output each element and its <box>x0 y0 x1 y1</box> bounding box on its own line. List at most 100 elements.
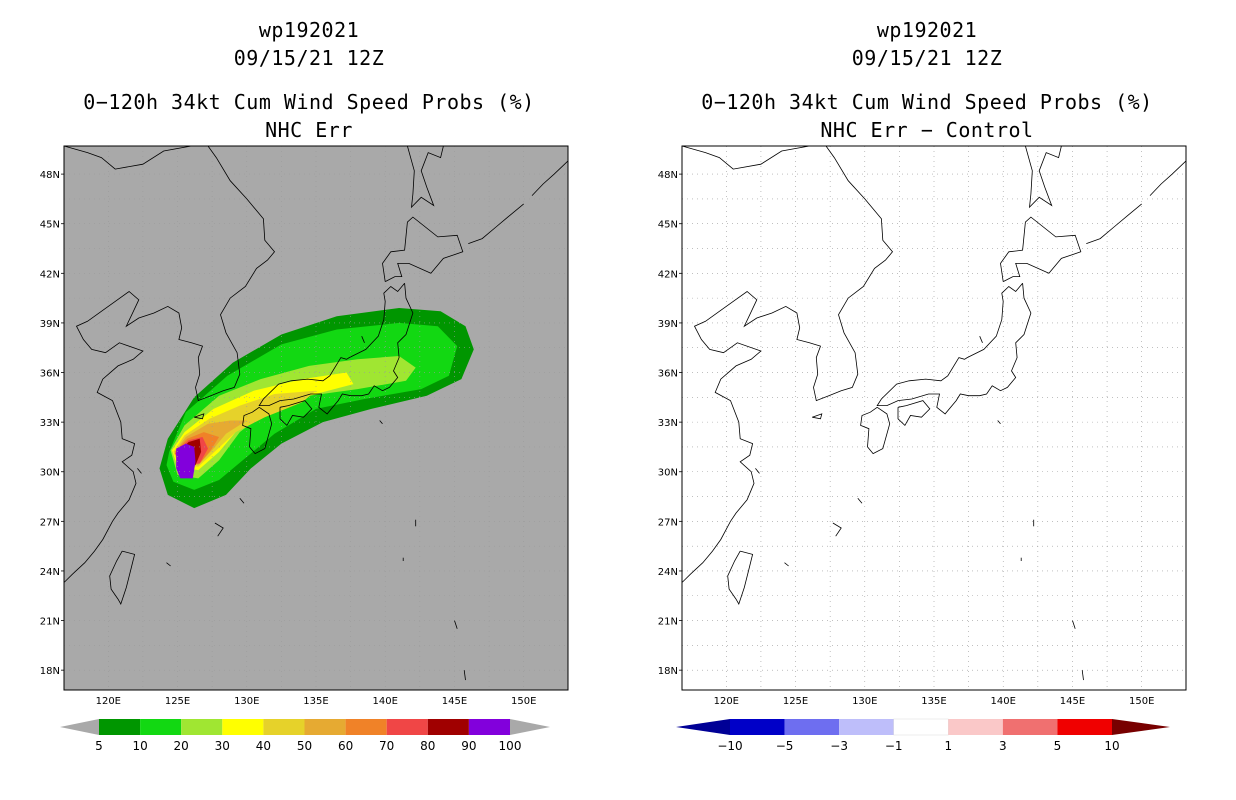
coastline-shikoku <box>279 400 313 427</box>
right-subtitle: NHC Err − Control <box>820 118 1034 142</box>
colorbar-label: 90 <box>461 739 476 753</box>
right-lon-labels: 120E 125E 130E 135E 140E 145E 150E <box>714 696 1155 707</box>
coastline-ryukyu-1 <box>239 497 245 504</box>
left-storm-id: wp192021 <box>258 18 360 42</box>
colorbar-swatch <box>1002 719 1058 735</box>
lat-label: 18N <box>658 666 678 677</box>
lon-label: 145E <box>442 696 467 707</box>
colorbar-swatch <box>427 719 469 735</box>
coastline-hainan-sakhalin <box>1025 146 1062 209</box>
lat-label: 30N <box>40 468 60 479</box>
lon-label: 135E <box>303 696 328 707</box>
coastline-izu <box>997 420 1001 425</box>
coastline-kuril <box>1086 203 1142 244</box>
coastline-chusan <box>137 468 142 474</box>
lat-label: 21N <box>658 617 678 628</box>
colorbar-label: −1 <box>885 739 903 753</box>
colorbar-swatch <box>304 719 346 735</box>
lat-label: 36N <box>658 369 678 380</box>
lat-label: 21N <box>40 617 60 628</box>
coastline-ryukyu-2 <box>832 522 842 537</box>
left-lon-labels: 120E 125E 130E 135E 140E 145E 150E <box>96 696 537 707</box>
lon-label: 145E <box>1060 696 1085 707</box>
colorbar-swatch <box>263 719 305 735</box>
colorbar-swatch <box>839 719 894 735</box>
colorbar-swatch <box>140 719 182 735</box>
lon-label: 150E <box>1129 696 1154 707</box>
lat-label: 18N <box>40 666 60 677</box>
coastline-hokkaido <box>1000 216 1082 282</box>
coastline-ryukyu-3 <box>784 562 789 567</box>
coastline-izu <box>379 420 383 425</box>
colorbar-label: 80 <box>420 739 435 753</box>
coastline-chusan <box>755 468 760 474</box>
prob-contour-20 <box>170 356 416 479</box>
lon-label: 120E <box>714 696 739 707</box>
colorbar-label: 5 <box>1054 739 1062 753</box>
lon-label: 150E <box>511 696 536 707</box>
lat-label: 33N <box>40 418 60 429</box>
right-colorbar-labels: −10 −5 −3 −1 1 3 5 10 <box>717 739 1119 753</box>
coastline-kuril-2 <box>531 160 568 196</box>
right-coastlines <box>682 146 1186 681</box>
coastline-asia-mainland <box>64 146 276 583</box>
coastline-minor-2 <box>463 670 466 681</box>
lon-label: 130E <box>234 696 259 707</box>
lon-label: 135E <box>921 696 946 707</box>
left-colorbar <box>60 719 550 735</box>
lat-label: 45N <box>658 220 678 231</box>
lat-label: 36N <box>40 369 60 380</box>
colorbar-end-low <box>676 719 730 735</box>
right-lat-labels: 48N 45N 42N 39N 36N 33N 30N 27N 24N 21N 18N <box>658 170 682 677</box>
lon-label: 120E <box>96 696 121 707</box>
colorbar-label: −10 <box>717 739 742 753</box>
colorbar-label: 1 <box>944 739 952 753</box>
coastline-hainan-sakhalin <box>407 146 444 209</box>
colorbar-swatch <box>222 719 264 735</box>
left-product-title: 0−120h 34kt Cum Wind Speed Probs (%) <box>83 90 535 114</box>
colorbar-swatch <box>1057 719 1112 735</box>
coastline-minor-1 <box>1072 620 1076 629</box>
colorbar-label: 50 <box>297 739 312 753</box>
coastline-sado <box>361 336 365 343</box>
right-map-svg: 120E 125E 130E 135E 140E 145E 150E 48N 45N 42N 39… <box>658 145 1187 753</box>
lon-label: 125E <box>165 696 190 707</box>
colorbar-label: 5 <box>95 739 103 753</box>
coastline-kyushu <box>860 406 891 455</box>
lat-label: 30N <box>658 468 678 479</box>
colorbar-swatch <box>784 719 840 735</box>
right-gridlines <box>682 146 1186 690</box>
lat-label: 24N <box>40 567 60 578</box>
lat-label: 42N <box>658 269 678 280</box>
colorbar-label: 60 <box>338 739 353 753</box>
colorbar-swatch <box>345 719 387 735</box>
right-product-title: 0−120h 34kt Cum Wind Speed Probs (%) <box>701 90 1153 114</box>
colorbar-label: 100 <box>499 739 522 753</box>
colorbar-end-low <box>60 719 99 735</box>
coastline-asia-mainland <box>682 146 894 583</box>
coastline-taiwan <box>109 550 136 605</box>
coastline-honshu <box>258 282 414 415</box>
left-panel: wp192021 09/15/21 12Z 0−120h 34kt Cum Wi… <box>40 18 569 753</box>
lat-label: 33N <box>658 418 678 429</box>
lat-label: 27N <box>658 517 678 528</box>
colorbar-end-high <box>1112 719 1170 735</box>
colorbar-swatch <box>386 719 428 735</box>
coastline-ryukyu-2 <box>214 522 224 537</box>
left-subtitle: NHC Err <box>265 118 353 142</box>
right-storm-id: wp192021 <box>876 18 978 42</box>
probability-field <box>159 308 474 509</box>
colorbar-label: 30 <box>215 739 230 753</box>
lat-label: 48N <box>658 170 678 181</box>
coastline-jeju <box>812 413 823 420</box>
lat-label: 42N <box>40 269 60 280</box>
colorbar-label: −5 <box>776 739 794 753</box>
coastline-ryukyu-3 <box>166 562 171 567</box>
coastline-ryukyu-1 <box>857 497 863 504</box>
lat-label: 48N <box>40 170 60 181</box>
colorbar-label: 20 <box>174 739 189 753</box>
colorbar-label: 10 <box>132 739 147 753</box>
colorbar-swatch <box>893 718 949 736</box>
lat-label: 39N <box>40 319 60 330</box>
colorbar-end-high <box>510 719 550 735</box>
